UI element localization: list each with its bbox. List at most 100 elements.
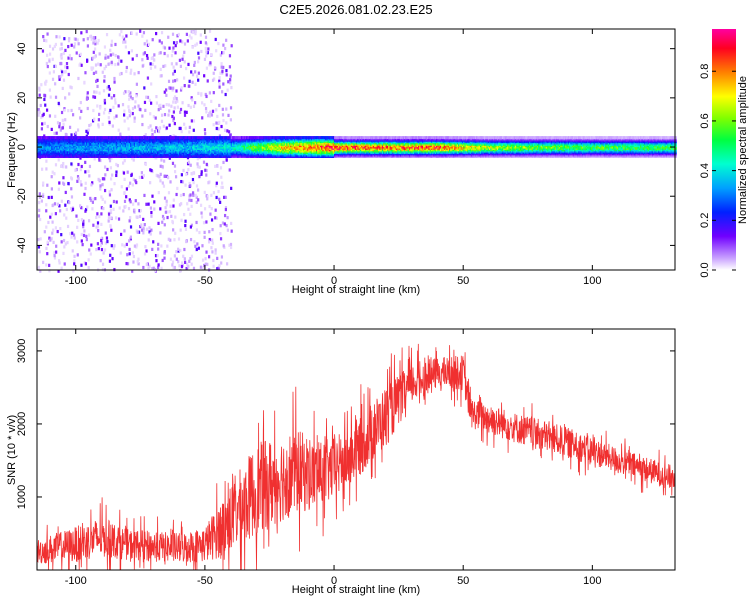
spectrogram-cell <box>218 79 221 83</box>
spectrogram-cell <box>82 219 85 223</box>
spectrogram-cell <box>103 79 106 83</box>
spectrogram-cell <box>210 246 213 250</box>
spectrogram-cell <box>151 267 154 271</box>
spectrogram-cell <box>64 96 67 100</box>
spectrogram-cell <box>215 121 218 125</box>
spectrogram-cell <box>89 196 92 201</box>
spectrogram-cell <box>127 51 131 55</box>
spectrogram-cell <box>132 177 135 182</box>
spectrogram-cell <box>163 90 166 94</box>
spectrogram-cell <box>175 41 178 45</box>
spectrogram-cell <box>187 207 190 211</box>
spectrogram-cell <box>169 180 172 184</box>
spectrogram-cell <box>58 259 61 263</box>
spectrogram-cell <box>137 202 140 206</box>
spectrogram-cell <box>292 136 295 140</box>
spectrogram-cell <box>95 215 98 220</box>
spectrogram-cell <box>53 251 56 255</box>
spectrogram-cell <box>54 212 57 216</box>
spectrogram-cell <box>189 225 193 229</box>
spectrogram-cell <box>46 240 49 244</box>
spectrogram-cell <box>133 244 137 248</box>
spectrogram-cell <box>203 136 206 140</box>
spectrogram-cell <box>47 220 50 225</box>
spectrogram-cell <box>166 54 169 58</box>
spectrogram-cell <box>127 90 130 94</box>
spectrogram-cell <box>182 136 185 140</box>
spectrogram-cell <box>188 125 191 129</box>
spectrogram-cell <box>37 108 40 112</box>
spectrogram-cell <box>60 56 63 60</box>
spectrogram-cell <box>200 170 203 174</box>
spectrogram-cell <box>39 217 42 222</box>
spectrogram-cell <box>123 191 126 195</box>
spectrogram-cell <box>85 59 89 63</box>
spectrogram-cell <box>174 231 177 235</box>
spectrogram-cell <box>45 159 48 163</box>
spectrogram-cell <box>96 41 99 45</box>
spectrogram-cell <box>97 228 100 233</box>
spectrogram-cell <box>218 76 221 80</box>
spectrogram-cell <box>113 182 116 186</box>
spectrogram-cell <box>62 51 65 55</box>
spectrogram-cell <box>76 253 79 257</box>
spectrogram-cell <box>164 210 167 214</box>
spectrogram-cell <box>45 61 48 66</box>
spectrogram-cell <box>92 108 95 113</box>
spectrogram-cell <box>60 164 63 168</box>
spectrogram-cell <box>145 136 148 140</box>
spectrogram-cell <box>115 114 118 118</box>
spectrogram-cell <box>99 187 102 191</box>
spectrogram-cell <box>259 136 261 140</box>
spectrogram-cell <box>77 136 79 140</box>
spectrogram-cell <box>163 250 166 254</box>
spectrogram-cell <box>62 176 65 180</box>
spectrogram-cell <box>224 136 226 140</box>
spectrogram-cell <box>90 37 93 41</box>
spectrogram-cell <box>158 39 161 43</box>
spectrogram-cell <box>60 42 63 46</box>
spectrogram-cell <box>225 107 228 111</box>
spectrogram-cell <box>110 43 113 47</box>
spectrogram-cell <box>166 210 169 214</box>
spectrogram-cell <box>208 255 211 259</box>
spectrogram-cell <box>194 43 197 47</box>
spectrogram-cell <box>102 206 105 211</box>
spectrogram-cell <box>149 181 152 185</box>
spectrogram-cell <box>141 58 144 62</box>
spectrogram-cell <box>39 136 42 140</box>
spectrogram-cell <box>71 207 75 211</box>
spectrogram-cell <box>57 136 60 140</box>
spectrogram-cell <box>44 103 47 107</box>
spectrogram-cell <box>221 181 224 185</box>
spectrogram-cell <box>119 136 122 140</box>
spectrogram-cell <box>185 32 188 36</box>
spectrogram-cell <box>216 171 220 176</box>
spectrogram-cell <box>48 88 52 92</box>
spectrogram-cell <box>296 136 299 140</box>
spectrogram-cell <box>103 200 107 204</box>
spectrogram-cell <box>154 136 157 140</box>
spectrogram-cell <box>192 30 195 35</box>
spectrogram-cell <box>52 228 55 232</box>
spectrogram-cell <box>257 136 260 140</box>
spectrogram-cell <box>211 241 214 245</box>
spectrogram-cell <box>40 127 44 131</box>
spectrogram-cell <box>179 228 182 232</box>
spectrogram-cell <box>56 136 59 140</box>
spectrogram-cell <box>297 136 300 140</box>
spectrogram-cell <box>313 136 316 140</box>
spectrogram-cell <box>174 51 177 55</box>
spectrogram-cell <box>45 263 48 267</box>
spectrogram-cell <box>173 254 176 258</box>
spectrogram-cell <box>65 207 68 212</box>
spectrogram-cell <box>155 136 158 140</box>
spectrogram-cell <box>190 70 193 74</box>
spectrogram-cell <box>221 113 225 117</box>
spectrogram-cell <box>250 136 252 140</box>
spectrogram-cell <box>48 263 51 267</box>
spectrogram-cell <box>76 225 79 229</box>
spectrogram-cell <box>95 79 98 83</box>
spectrogram-cell <box>336 136 339 140</box>
spectrogram-cell <box>204 46 207 51</box>
